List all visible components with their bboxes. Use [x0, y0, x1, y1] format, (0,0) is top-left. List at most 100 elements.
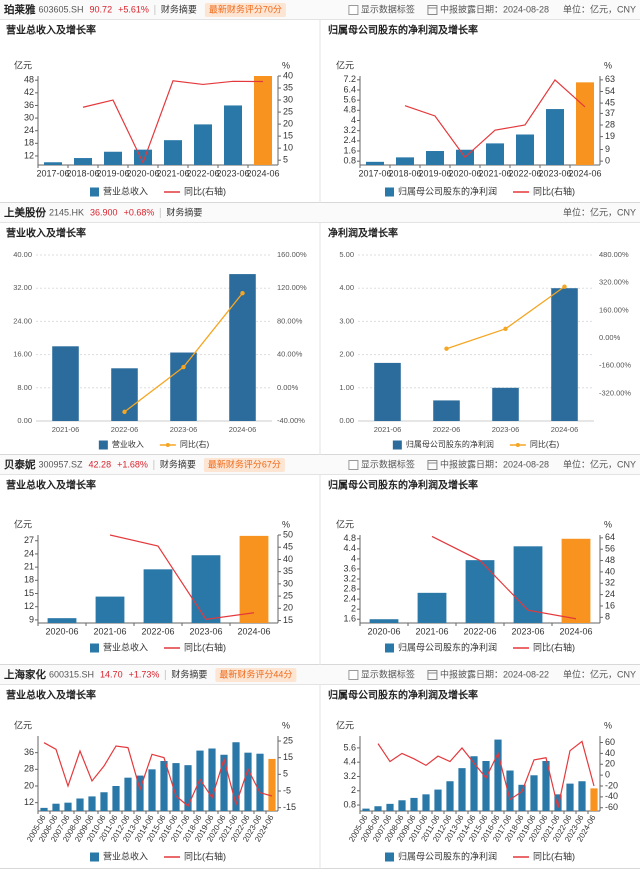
toggle-label[interactable]: 显示数据标签: [361, 458, 415, 469]
x-tick-label: 2022-06: [508, 168, 541, 178]
bar: [191, 555, 221, 623]
y-tick-label: 36: [24, 747, 34, 757]
y2-tick-label: 37: [605, 108, 615, 118]
bar: [465, 560, 495, 623]
x-tick-label: 2023-06: [216, 168, 249, 178]
y-tick-label: 5.00: [339, 250, 354, 259]
y-tick-label: 3.6: [343, 563, 356, 573]
toggle-label[interactable]: 显示数据标签: [361, 668, 415, 679]
line: [109, 534, 255, 620]
y2-tick-label: 480.00%: [599, 250, 629, 259]
summary-link[interactable]: 财务摘要: [171, 668, 207, 679]
company-name: 贝泰妮: [4, 458, 36, 471]
y-tick-label: 24: [24, 125, 34, 135]
summary-link[interactable]: 财务摘要: [166, 206, 202, 217]
bar: [433, 400, 460, 421]
y-unit: 亿元: [14, 719, 32, 730]
checkbox[interactable]: [348, 670, 359, 680]
y-tick-label: 12: [24, 601, 34, 611]
line: [404, 78, 586, 159]
legend-swatch: [392, 440, 402, 450]
calendar-icon: [427, 5, 438, 15]
y-tick-label: 5.6: [343, 95, 356, 105]
checkbox[interactable]: [348, 460, 359, 470]
y-tick-label: 24.00: [13, 316, 32, 325]
score-badge: [204, 3, 286, 17]
y2-tick-label: 16: [605, 600, 615, 610]
y2-tick-label: 0.00%: [277, 383, 299, 392]
calendar-icon: [427, 460, 438, 470]
price: 14.70: [100, 669, 123, 679]
x-tick-label: 2024-06: [568, 168, 601, 178]
bar: [386, 803, 394, 811]
bar: [172, 763, 180, 811]
chart-title: 营业总收入及增长率: [6, 24, 96, 37]
x-tick-label: 2021-06: [93, 626, 126, 636]
y2-tick-label: 28: [605, 119, 615, 129]
bar: [417, 592, 447, 623]
line-marker: [181, 364, 186, 370]
y-tick-label: 21: [24, 561, 34, 571]
bar: [244, 752, 252, 811]
unit-label: 单位：亿元，CNY: [563, 3, 636, 14]
x-tick-label: 2022-06: [111, 425, 139, 434]
y2-tick-label: 0: [605, 770, 610, 780]
y-tick-label: 2: [351, 785, 356, 795]
bar: [396, 157, 414, 165]
y-tick-label: 5.6: [343, 742, 356, 752]
toggle-label[interactable]: 显示数据标签: [361, 3, 415, 14]
legend-label: 同比(右轴): [533, 850, 575, 861]
price: 90.72: [90, 4, 113, 14]
y-tick-label: 2: [351, 604, 356, 614]
y-tick-label: 30: [24, 112, 34, 122]
bar: [578, 781, 586, 811]
y2-tick-label: 15: [283, 615, 293, 625]
y-tick-label: 3.2: [343, 573, 356, 583]
y-tick-label: 28: [24, 764, 34, 774]
legend-label: 同比(右): [530, 439, 560, 449]
y-tick-label: 24: [24, 548, 34, 558]
y-tick-label: 4.8: [343, 533, 356, 543]
bar: [164, 140, 182, 165]
y2-tick-label: 30: [283, 94, 293, 104]
y2-tick-label: 35: [283, 566, 293, 576]
bar: [52, 346, 79, 421]
y2-tick-label: 60: [605, 737, 615, 747]
bar: [64, 802, 72, 811]
bar: [220, 754, 228, 811]
stock-code: 600315.SH: [49, 669, 94, 679]
y-tick-label: 2.4: [343, 593, 356, 603]
x-tick-label: 2021-06: [415, 626, 448, 636]
legend-label: 归属母公司股东的净利润: [406, 439, 494, 449]
y-tick-label: 8.00: [17, 383, 32, 392]
bar: [100, 792, 108, 811]
legend-marker: [165, 443, 170, 447]
y-tick-label: 18: [24, 575, 34, 585]
checkbox[interactable]: [348, 5, 359, 15]
legend-label: 营业收入: [112, 439, 144, 449]
x-tick-label: 2022-06: [141, 626, 174, 636]
score-text: 最新财务评分44分: [219, 668, 292, 679]
y-tick-label: 15: [24, 588, 34, 598]
y2-tick-label: 56: [605, 544, 615, 554]
y2-unit: %: [282, 519, 290, 529]
legend-swatch: [89, 643, 99, 653]
y-tick-label: 3.00: [339, 316, 354, 325]
y2-tick-label: 25: [283, 735, 293, 745]
line: [82, 80, 264, 165]
bar: [434, 789, 442, 811]
bar: [530, 775, 538, 811]
y-tick-label: 2.4: [343, 135, 356, 145]
legend-swatch: [384, 643, 394, 653]
legend-label: 同比(右): [180, 439, 210, 449]
y-tick-label: 0.8: [343, 156, 356, 166]
y-tick-label: 16.00: [13, 350, 32, 359]
y-tick-label: 3.2: [343, 125, 356, 135]
y-tick-label: 0.00: [17, 416, 32, 425]
y2-tick-label: 48: [605, 555, 615, 565]
y2-tick-label: 320.00%: [599, 278, 629, 287]
summary-link[interactable]: 财务摘要: [160, 458, 196, 469]
summary-link[interactable]: 财务摘要: [161, 3, 197, 14]
y-tick-label: 1.6: [343, 614, 356, 624]
